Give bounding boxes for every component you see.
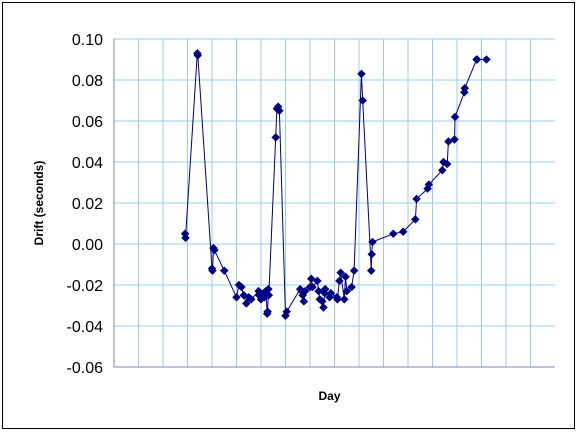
data-point xyxy=(367,249,377,259)
data-point xyxy=(319,303,328,312)
series-line xyxy=(184,53,487,316)
data-point xyxy=(412,194,421,204)
y-tick-labels: 0.10 0.08 0.06 0.04 0.02 0.00 -0.02 -0.04 -0.06 xyxy=(67,32,104,377)
y-tick-label: 0.06 xyxy=(72,114,103,131)
horizontal-gridlines xyxy=(114,38,555,368)
data-point xyxy=(339,294,349,304)
data-point xyxy=(299,297,309,306)
data-point xyxy=(241,299,251,308)
drift-series xyxy=(180,48,491,321)
data-point xyxy=(482,55,491,64)
data-point xyxy=(450,112,460,122)
y-tick-label: -0.02 xyxy=(67,278,104,295)
data-point xyxy=(210,245,219,255)
data-point xyxy=(450,135,459,144)
data-point xyxy=(271,133,281,142)
data-point xyxy=(442,159,452,169)
data-point xyxy=(320,284,330,294)
data-point xyxy=(358,96,368,105)
data-point xyxy=(336,268,345,278)
data-point xyxy=(282,307,292,317)
x-axis-title: Day xyxy=(318,389,340,403)
y-tick-label: -0.04 xyxy=(67,319,104,336)
data-point xyxy=(424,180,434,189)
data-point xyxy=(326,288,336,298)
data-point xyxy=(398,227,408,237)
data-point xyxy=(219,266,229,276)
y-tick-label: 0.08 xyxy=(72,73,103,90)
data-point xyxy=(472,55,482,64)
data-point xyxy=(300,286,310,296)
plot-area-border xyxy=(113,39,555,368)
data-point xyxy=(335,276,344,286)
data-point xyxy=(366,266,376,276)
data-point xyxy=(193,51,203,60)
data-point xyxy=(181,233,190,243)
data-point xyxy=(349,266,359,276)
data-point xyxy=(357,69,366,79)
data-point xyxy=(275,106,284,116)
chart-frame: 0.10 0.08 0.06 0.04 0.02 0.00 -0.02 -0.04 -0.06 … xyxy=(2,2,575,429)
data-point xyxy=(460,83,470,93)
data-point xyxy=(312,276,322,286)
data-point xyxy=(308,282,317,292)
data-point xyxy=(342,286,352,296)
data-point xyxy=(437,165,447,175)
data-point xyxy=(347,282,357,292)
data-point xyxy=(410,215,420,224)
y-tick-label: 0.10 xyxy=(72,32,103,49)
data-point xyxy=(264,290,274,300)
drift-chart: 0.100.080.060.040.020.00-0.02-0.04-0.06 … xyxy=(32,32,555,403)
data-point xyxy=(208,266,217,276)
y-tick-label: 0.00 xyxy=(72,237,103,254)
y-tick-label: 0.04 xyxy=(72,155,103,172)
data-point xyxy=(263,307,272,317)
data-point xyxy=(341,272,350,282)
data-point xyxy=(333,294,342,304)
data-point xyxy=(246,294,256,304)
data-point xyxy=(388,229,398,239)
y-tick-label: 0.02 xyxy=(72,196,103,213)
data-point xyxy=(368,237,377,247)
y-tick-label: -0.06 xyxy=(67,360,104,377)
data-point xyxy=(232,292,241,302)
y-axis-title: Drift (seconds) xyxy=(32,161,46,246)
data-point xyxy=(237,282,246,292)
